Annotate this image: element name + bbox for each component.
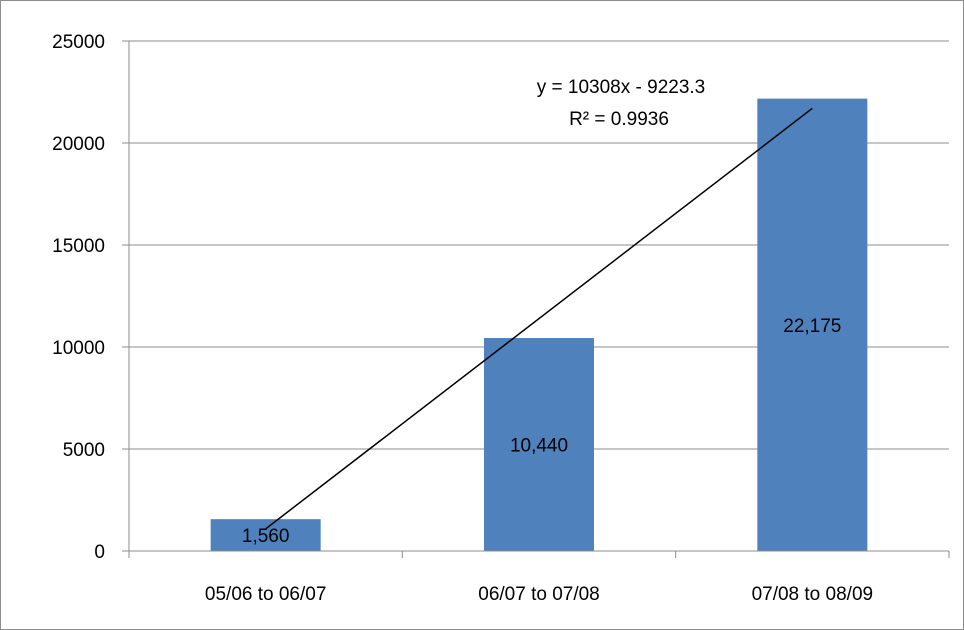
bar bbox=[484, 338, 594, 551]
y-tick-label: 25000 bbox=[52, 32, 105, 53]
x-tick-label: 06/07 to 07/08 bbox=[478, 584, 600, 605]
y-tick-label: 5000 bbox=[63, 440, 105, 461]
bar-data-label: 10,440 bbox=[510, 436, 568, 457]
bar bbox=[757, 98, 868, 551]
trendline bbox=[265, 107, 813, 530]
bar-data-label: 22,175 bbox=[783, 316, 841, 337]
bars bbox=[210, 98, 868, 551]
bar-data-label: 1,560 bbox=[242, 526, 290, 547]
y-tick-label: 15000 bbox=[52, 236, 105, 257]
bar bbox=[210, 519, 321, 551]
trendline-equation-label: y = 10308x - 9223.3 bbox=[537, 77, 706, 98]
y-tick-label: 10000 bbox=[52, 338, 105, 359]
axes: 0 5000 10000 15000 20000 25000 05/06 to 06/07 0… bbox=[52, 32, 950, 605]
y-tick-label: 20000 bbox=[52, 134, 105, 155]
x-tick-label: 07/08 to 08/09 bbox=[752, 584, 874, 605]
data-labels: 1,560 10,440 22,175 bbox=[242, 316, 842, 547]
trendline-r-squared-label: R² = 0.9936 bbox=[569, 109, 669, 130]
x-tick-label: 05/06 to 06/07 bbox=[205, 584, 327, 605]
trendline-line bbox=[265, 107, 813, 530]
y-tick-label: 0 bbox=[94, 542, 105, 563]
